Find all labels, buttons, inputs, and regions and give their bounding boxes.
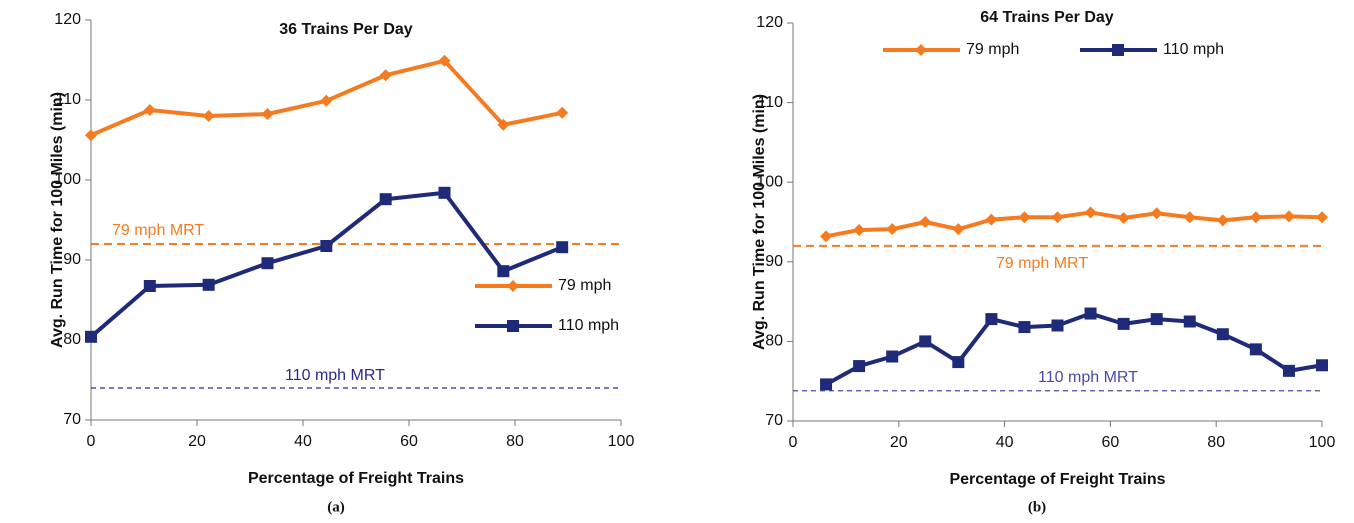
series-line <box>89 190 563 339</box>
marker <box>1018 321 1031 334</box>
y-axis-label: Avg. Run Time for 100 Miles (min) <box>49 92 66 348</box>
marker <box>497 118 510 131</box>
legend-marker <box>507 280 519 292</box>
marker <box>919 335 932 348</box>
y-axis-label: Avg. Run Time for 100 Miles (min) <box>751 94 768 350</box>
marker <box>985 213 998 226</box>
x-tick-label: 100 <box>608 433 635 450</box>
marker <box>1282 210 1295 223</box>
marker <box>1183 315 1196 328</box>
x-tick-label: 100 <box>1309 434 1336 451</box>
marker <box>261 257 274 270</box>
reference-label: 79 mph MRT <box>112 222 204 239</box>
marker <box>820 378 833 391</box>
marker <box>1084 307 1097 320</box>
legend-label: 110 mph <box>1163 41 1224 58</box>
y-tick-label: 80 <box>765 333 783 350</box>
series-line <box>825 311 1323 387</box>
x-tick-label: 60 <box>1102 434 1120 451</box>
marker <box>85 129 97 142</box>
caption: (b) <box>1028 499 1046 515</box>
marker <box>1051 211 1064 224</box>
legend-label: 79 mph <box>966 41 1019 58</box>
y-tick-label: 120 <box>54 11 81 28</box>
marker <box>1084 206 1097 219</box>
marker <box>1051 319 1064 332</box>
marker <box>1216 214 1229 227</box>
marker <box>952 223 965 236</box>
marker <box>1282 364 1295 377</box>
x-tick-label: 40 <box>996 434 1014 451</box>
marker <box>886 350 899 363</box>
marker <box>556 241 569 254</box>
legend-marker <box>507 320 519 332</box>
marker <box>853 360 866 373</box>
marker <box>1018 211 1031 224</box>
x-tick-label: 80 <box>1207 434 1225 451</box>
legend-label: 79 mph <box>558 277 611 294</box>
marker <box>1216 328 1229 341</box>
y-tick-label: 100 <box>756 173 783 190</box>
marker <box>143 280 156 292</box>
marker <box>143 104 156 116</box>
marker <box>556 106 569 119</box>
marker <box>202 278 215 291</box>
x-tick-label: 60 <box>400 433 418 450</box>
y-tick-label: 70 <box>765 412 783 429</box>
marker <box>379 69 392 82</box>
marker <box>1316 359 1328 372</box>
marker <box>853 223 866 236</box>
marker <box>1183 211 1196 224</box>
legend-label: 110 mph <box>558 317 619 334</box>
y-tick-label: 110 <box>757 94 783 111</box>
y-tick-label: 90 <box>63 251 81 268</box>
marker <box>261 108 274 120</box>
y-tick-label: 110 <box>55 91 81 108</box>
y-tick-label: 90 <box>765 253 783 270</box>
marker <box>919 216 932 228</box>
marker <box>320 240 333 252</box>
x-tick-label: 20 <box>890 434 908 451</box>
marker <box>1117 212 1130 225</box>
marker <box>85 330 97 343</box>
marker <box>438 54 451 67</box>
marker <box>320 94 333 107</box>
marker <box>1150 313 1163 326</box>
marker <box>202 110 215 122</box>
reference-label: 110 mph MRT <box>1038 369 1138 386</box>
y-tick-label: 100 <box>54 171 81 188</box>
x-tick-label: 40 <box>294 433 312 450</box>
y-tick-label: 80 <box>63 331 81 348</box>
marker <box>1249 343 1262 356</box>
marker <box>379 193 392 206</box>
x-tick-label: 0 <box>789 434 798 451</box>
x-tick-label: 20 <box>188 433 206 450</box>
series-line <box>825 210 1323 239</box>
x-axis-label: Percentage of Freight Trains <box>949 471 1165 488</box>
chart-title: 64 Trains Per Day <box>980 9 1114 26</box>
marker <box>1117 317 1130 330</box>
marker <box>886 223 899 236</box>
y-tick-label: 70 <box>63 411 81 428</box>
x-tick-label: 80 <box>506 433 524 450</box>
y-tick-label: 120 <box>756 14 783 31</box>
legend-marker <box>915 44 927 56</box>
marker <box>952 356 965 369</box>
marker <box>1150 207 1163 220</box>
reference-label: 110 mph MRT <box>285 367 385 384</box>
marker <box>820 230 833 243</box>
marker <box>985 313 998 326</box>
x-tick-label: 0 <box>87 433 96 450</box>
legend-marker <box>1112 44 1124 56</box>
marker <box>438 186 451 199</box>
caption: (a) <box>327 499 345 515</box>
marker <box>497 265 510 278</box>
marker <box>1316 211 1328 224</box>
reference-label: 79 mph MRT <box>996 255 1088 272</box>
x-axis-label: Percentage of Freight Trains <box>248 470 464 487</box>
chart-title: 36 Trains Per Day <box>279 21 413 38</box>
marker <box>1249 211 1262 224</box>
